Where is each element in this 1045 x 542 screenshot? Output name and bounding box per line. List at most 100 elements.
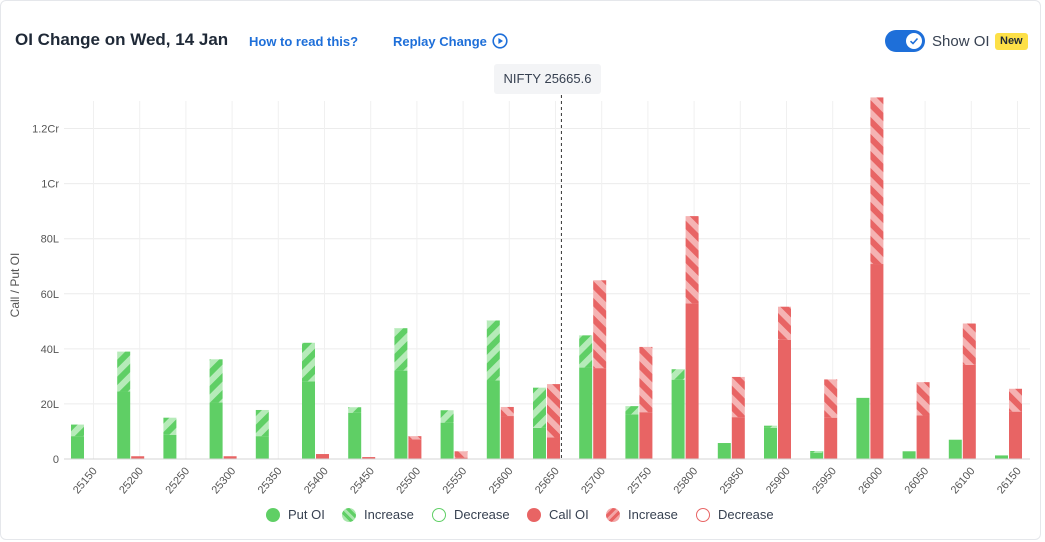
put-oi-bar[interactable] — [948, 439, 962, 459]
put-oi-bar[interactable] — [394, 370, 408, 459]
call-oi-bar[interactable] — [870, 264, 884, 459]
put-oi-bar[interactable] — [440, 422, 454, 459]
play-circle-icon[interactable] — [492, 33, 508, 49]
put-increase-bar[interactable] — [348, 407, 362, 413]
put-solid-swatch — [266, 508, 280, 522]
call-oi-bar[interactable] — [824, 417, 838, 459]
chart-title: OI Change on Wed, 14 Jan — [15, 30, 229, 49]
call-oi-bar[interactable] — [223, 456, 237, 459]
x-tick-label: 26050 — [903, 465, 932, 496]
call-increase-bar[interactable] — [824, 379, 838, 418]
x-tick-label: 25500 — [394, 465, 423, 496]
put-increase-bar[interactable] — [579, 335, 593, 368]
legend-label: Decrease — [718, 507, 774, 522]
call-oi-bar[interactable] — [639, 412, 653, 459]
x-tick-label: 25400 — [302, 465, 331, 496]
put-oi-bar[interactable] — [163, 434, 177, 459]
call-increase-bar[interactable] — [1009, 388, 1022, 412]
legend-label: Call OI — [549, 507, 589, 522]
call-increase-bar[interactable] — [731, 376, 745, 418]
put-increase-bar[interactable] — [810, 451, 824, 453]
legend-label: Increase — [628, 507, 678, 522]
put-oi-bar[interactable] — [625, 414, 639, 459]
put-oi-bar[interactable] — [671, 379, 685, 459]
put-oi-bar[interactable] — [302, 381, 315, 459]
call-increase-bar[interactable] — [454, 451, 468, 458]
put-increase-bar[interactable] — [440, 410, 454, 423]
call-oi-bar[interactable] — [316, 454, 329, 459]
legend-label: Decrease — [454, 507, 510, 522]
put-increase-bar[interactable] — [117, 351, 131, 392]
put-increase-bar[interactable] — [71, 424, 84, 437]
how-to-read-link[interactable]: How to read this? — [249, 34, 359, 49]
x-tick-label: 25850 — [718, 465, 747, 496]
put-oi-bar[interactable] — [71, 436, 84, 459]
call-increase-bar[interactable] — [593, 280, 607, 369]
legend-label: Increase — [364, 507, 414, 522]
put-oi-bar[interactable] — [995, 455, 1008, 459]
put-increase-bar[interactable] — [671, 369, 685, 380]
call-outline-swatch — [696, 508, 710, 522]
call-oi-bar[interactable] — [731, 417, 745, 459]
put-increase-bar[interactable] — [209, 359, 223, 403]
y-tick-label: 60L — [41, 289, 59, 301]
x-tick-label: 25800 — [672, 465, 701, 496]
put-oi-bar[interactable] — [902, 451, 916, 459]
put-oi-bar[interactable] — [579, 367, 593, 459]
put-oi-bar[interactable] — [856, 397, 870, 459]
put-oi-bar[interactable] — [209, 402, 223, 459]
put-oi-bar[interactable] — [533, 427, 546, 459]
put-increase-bar[interactable] — [486, 320, 500, 381]
put-increase-bar[interactable] — [394, 328, 408, 371]
x-tick-label: 25150 — [71, 465, 100, 496]
y-tick-label: 20L — [41, 399, 59, 411]
call-oi-bar[interactable] — [454, 457, 468, 459]
x-tick-label: 25700 — [579, 465, 608, 496]
put-oi-bar[interactable] — [348, 412, 362, 459]
y-tick-label: 1.2Cr — [32, 124, 59, 136]
put-increase-bar[interactable] — [163, 417, 177, 435]
put-oi-bar[interactable] — [810, 452, 824, 459]
put-increase-bar[interactable] — [533, 387, 546, 428]
put-increase-bar[interactable] — [302, 342, 315, 382]
x-tick-label: 26100 — [949, 465, 978, 496]
call-increase-bar[interactable] — [547, 384, 560, 438]
show-oi-label: Show OI — [932, 33, 990, 50]
call-oi-bar[interactable] — [547, 437, 560, 459]
call-increase-bar[interactable] — [916, 382, 930, 416]
x-tick-label: 25550 — [441, 465, 470, 496]
y-tick-label: 80L — [41, 234, 59, 246]
spot-price-label: NIFTY 25665.6 — [494, 64, 601, 94]
call-oi-bar[interactable] — [962, 364, 976, 459]
show-oi-toggle[interactable] — [885, 30, 925, 52]
call-oi-bar[interactable] — [131, 456, 145, 459]
call-oi-bar[interactable] — [916, 415, 930, 459]
put-oi-bar[interactable] — [255, 436, 269, 459]
y-tick-label: 40L — [41, 344, 59, 356]
call-increase-bar[interactable] — [500, 406, 514, 417]
call-increase-bar[interactable] — [870, 97, 884, 265]
call-oi-bar[interactable] — [593, 368, 607, 459]
call-oi-bar[interactable] — [408, 439, 422, 459]
call-increase-bar[interactable] — [962, 323, 976, 365]
put-increase-bar[interactable] — [625, 406, 639, 415]
call-increase-bar[interactable] — [685, 216, 699, 304]
put-oi-bar[interactable] — [717, 443, 731, 459]
put-oi-bar[interactable] — [117, 391, 131, 459]
call-oi-bar[interactable] — [500, 416, 514, 459]
put-increase-bar[interactable] — [764, 425, 777, 428]
call-oi-bar[interactable] — [1009, 411, 1022, 459]
put-oi-bar[interactable] — [486, 380, 500, 459]
x-tick-label: 25600 — [487, 465, 516, 496]
put-outline-swatch — [432, 508, 446, 522]
call-increase-bar[interactable] — [408, 436, 422, 440]
replay-change-button[interactable]: Replay Change — [393, 34, 487, 49]
call-oi-bar[interactable] — [778, 339, 791, 459]
call-increase-bar[interactable] — [639, 346, 653, 413]
call-oi-bar[interactable] — [362, 457, 376, 459]
call-increase-bar[interactable] — [778, 306, 791, 340]
put-increase-bar[interactable] — [255, 409, 269, 437]
put-oi-bar[interactable] — [764, 427, 777, 459]
toggle-knob — [906, 33, 922, 49]
call-oi-bar[interactable] — [685, 303, 699, 459]
